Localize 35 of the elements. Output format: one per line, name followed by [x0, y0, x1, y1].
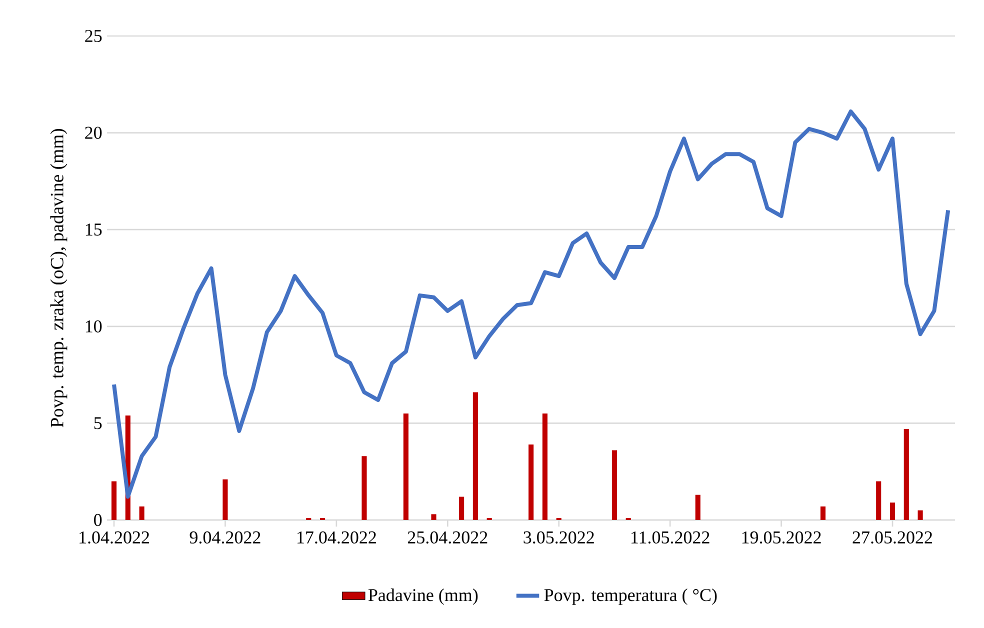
- bar: [542, 414, 548, 520]
- x-tick-label: 9.04.2022: [190, 531, 260, 544]
- bar: [695, 494, 700, 520]
- y-tick-label: 10: [86, 320, 102, 332]
- bar: [820, 506, 826, 520]
- y-tick-label: 20: [85, 126, 102, 139]
- bar: [139, 506, 144, 520]
- legend-label: Padavine (mm): [368, 588, 478, 605]
- x-tick-label: 1.04.2022: [80, 531, 150, 544]
- bar: [528, 444, 534, 520]
- y-tick-label: 15: [86, 224, 102, 236]
- bar: [403, 414, 408, 520]
- bar: [918, 510, 923, 520]
- bar: [111, 481, 117, 520]
- y-tick-label: 0: [94, 514, 102, 526]
- bar: [612, 450, 617, 520]
- x-tick-label: 25.04.2022: [408, 531, 488, 544]
- legend-label: Povp. temperatura ( °C): [544, 588, 717, 605]
- x-tick-label: 3.05.2022: [524, 531, 594, 544]
- x-tick-label: 17.04.2022: [298, 531, 376, 544]
- bar: [222, 479, 228, 520]
- bar: [431, 514, 436, 520]
- bar: [890, 502, 896, 520]
- bar: [876, 481, 882, 520]
- x-tick-label: 19.05.2022: [742, 531, 821, 544]
- x-tick-label: 27.05.2022: [852, 531, 932, 544]
- x-tick-label: 11.05.2022: [631, 531, 710, 544]
- bar: [459, 496, 464, 520]
- y-tick-label: 25: [85, 30, 102, 42]
- bar: [362, 456, 367, 520]
- bar: [904, 429, 909, 520]
- y-tick-label: 5: [94, 417, 102, 430]
- y-axis-title: Povp. temp. zraka (oC), padavine (mm): [50, 128, 68, 428]
- line-series: [112, 110, 950, 499]
- bar: [472, 392, 478, 520]
